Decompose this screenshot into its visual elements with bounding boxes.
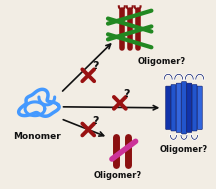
Text: ?: ?: [92, 116, 98, 126]
FancyBboxPatch shape: [166, 86, 171, 129]
FancyBboxPatch shape: [197, 86, 202, 129]
FancyBboxPatch shape: [176, 83, 181, 132]
FancyBboxPatch shape: [171, 85, 176, 131]
FancyBboxPatch shape: [187, 83, 192, 132]
Text: ?: ?: [92, 61, 98, 71]
Text: ?: ?: [124, 89, 130, 99]
Text: Oligomer?: Oligomer?: [138, 57, 186, 66]
Text: Oligomer?: Oligomer?: [160, 145, 208, 154]
Text: Oligomer?: Oligomer?: [94, 171, 142, 180]
FancyBboxPatch shape: [181, 82, 186, 134]
FancyBboxPatch shape: [192, 85, 197, 131]
Text: Monomer: Monomer: [13, 132, 61, 141]
